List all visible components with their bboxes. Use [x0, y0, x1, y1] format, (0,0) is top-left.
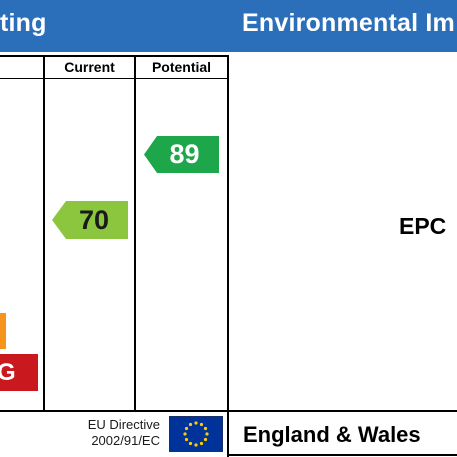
column-divider-left [43, 55, 45, 411]
header-row-divider [0, 78, 229, 79]
potential-rating-arrow: 89 [144, 136, 219, 173]
right-footer-bottom-border [229, 454, 457, 456]
right-footer-top-border [229, 410, 457, 412]
band-g-label: G [0, 358, 16, 386]
eu-flag-icon [169, 416, 223, 452]
country-label: England & Wales [243, 422, 421, 447]
potential-rating-value: 89 [169, 139, 200, 169]
current-rating-arrow: 70 [52, 201, 128, 239]
band-g-bar: G [0, 354, 38, 391]
eu-stars-icon [183, 421, 209, 447]
table-top-border [0, 55, 229, 57]
eu-directive-line2: 2002/91/EC [91, 433, 160, 448]
header-banner [0, 0, 457, 52]
band-f-bar [0, 313, 6, 349]
eu-directive-text: EU Directive 2002/91/EC [60, 417, 160, 449]
table-right-border [227, 55, 229, 457]
epc-label: EPC [399, 213, 447, 239]
column-divider-middle [134, 55, 136, 411]
potential-column-header: Potential [151, 59, 212, 75]
current-column-header: Current [64, 59, 115, 75]
energy-rating-title: ting [0, 9, 47, 37]
eu-directive-line1: EU Directive [87, 417, 160, 432]
table-bottom-divider [0, 410, 229, 412]
environmental-impact-title: Environmental Im [242, 9, 455, 37]
current-rating-value: 70 [78, 204, 110, 235]
